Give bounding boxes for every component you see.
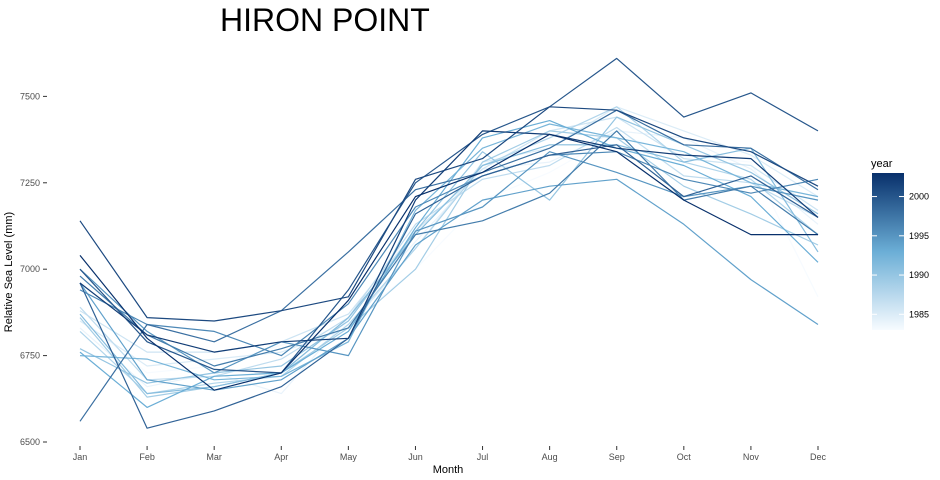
legend-tick-label: 1995 — [909, 231, 929, 241]
series-line-1984 — [79, 130, 819, 395]
chart-title: HIRON POINT — [220, 2, 430, 38]
y-tick-label: 6500 — [20, 437, 40, 447]
x-tick-label: Jul — [477, 452, 489, 462]
color-legend: year 1985 1990 1995 2000 — [871, 158, 929, 330]
series-line-1992 — [79, 123, 819, 381]
x-tick-label: Mar — [206, 452, 222, 462]
series-line-1983 — [79, 133, 819, 374]
legend-title: year — [871, 158, 893, 170]
x-tick-label: Apr — [274, 452, 288, 462]
x-tick-label: Dec — [810, 452, 827, 462]
x-tick-label: Nov — [743, 452, 760, 462]
series-line-1994 — [79, 178, 819, 391]
x-axis-title: Month — [433, 464, 464, 476]
x-tick-label: Jan — [73, 452, 88, 462]
series-line-1993 — [79, 119, 819, 408]
series-line-2001 — [79, 106, 819, 322]
y-axis: 6500 6750 7000 7250 7500 — [20, 91, 47, 447]
legend-colorbar — [872, 173, 904, 330]
y-tick-label: 7500 — [20, 91, 40, 101]
y-tick-label: 7250 — [20, 178, 40, 188]
legend-tick-label: 2000 — [909, 192, 929, 202]
series-line-2003 — [79, 133, 818, 391]
series-line-1997 — [79, 130, 819, 367]
x-axis: Jan Feb Mar Apr May Jun Jul Aug Sep Oct Nov Dec — [73, 446, 827, 462]
legend-ticks: 1985 1990 1995 2000 — [872, 192, 929, 319]
x-tick-label: Aug — [542, 452, 558, 462]
series-line-2000 — [79, 57, 819, 374]
y-axis-title: Relative Sea Level (mm) — [3, 212, 15, 332]
x-tick-label: May — [340, 452, 358, 462]
series-line-1989 — [79, 130, 819, 398]
series-line-1995 — [79, 151, 819, 374]
legend-tick-label: 1990 — [909, 270, 929, 280]
series-line-2002 — [79, 130, 819, 353]
series-line-1988 — [79, 106, 819, 395]
series-line-1996 — [79, 151, 819, 357]
series-line-1999 — [79, 144, 819, 429]
x-tick-label: Oct — [677, 452, 692, 462]
y-tick-label: 6750 — [20, 351, 40, 361]
y-tick-label: 7000 — [20, 264, 40, 274]
x-tick-label: Jun — [408, 452, 423, 462]
series-lines — [79, 57, 819, 429]
x-tick-label: Feb — [139, 452, 155, 462]
series-line-1998 — [79, 109, 819, 422]
x-tick-label: Sep — [609, 452, 625, 462]
series-line-1991 — [79, 144, 819, 395]
legend-tick-label: 1985 — [909, 309, 929, 319]
